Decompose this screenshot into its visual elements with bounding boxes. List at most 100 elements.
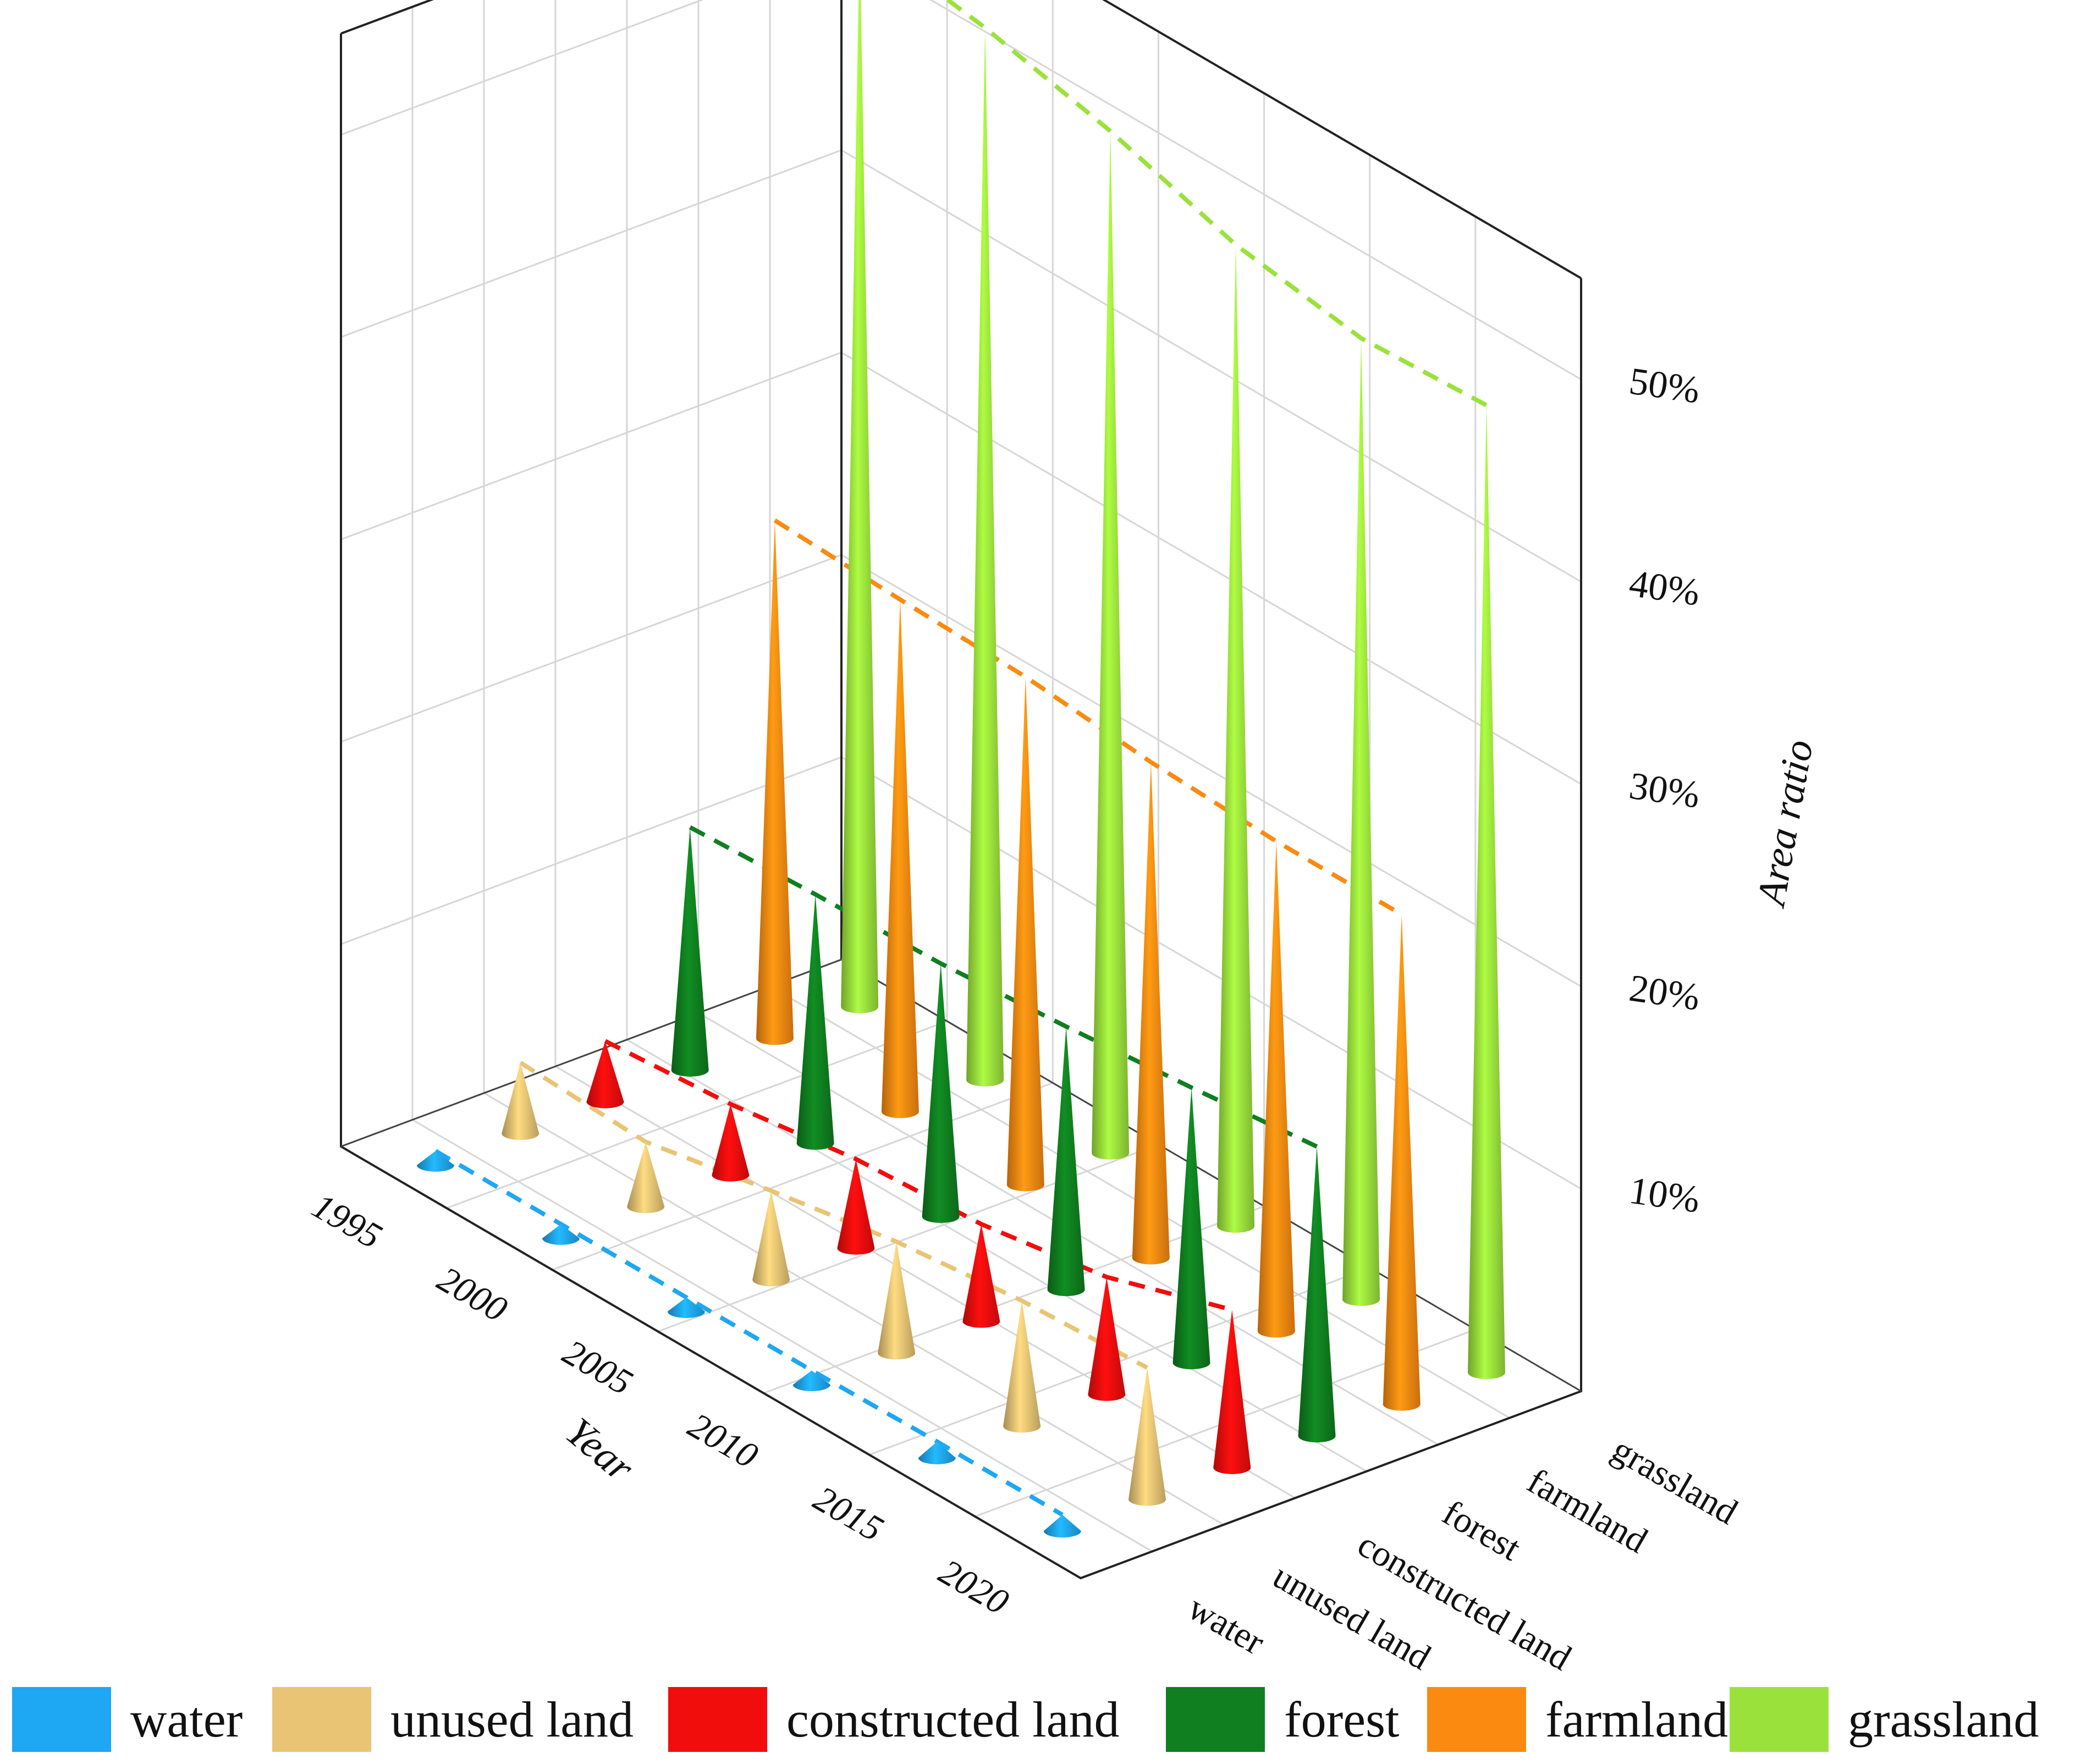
cone-unused-land-2020 bbox=[1128, 1368, 1166, 1506]
legend-item-forest: forest bbox=[1166, 1687, 1400, 1752]
cone-body bbox=[922, 963, 960, 1223]
cone-farmland-2005 bbox=[1006, 676, 1044, 1192]
cone-unused-land-1995 bbox=[502, 1062, 539, 1140]
cone-body bbox=[1088, 1277, 1126, 1401]
legend-item-constructed-land: constructed land bbox=[668, 1687, 1119, 1752]
axis-frame bbox=[340, 0, 1582, 279]
cone-forest-2000 bbox=[796, 894, 834, 1150]
cone-farmland-2000 bbox=[881, 599, 919, 1118]
cone-unused-land-2010 bbox=[878, 1242, 916, 1360]
cone-body bbox=[878, 1242, 916, 1360]
cone-farmland-2020 bbox=[1383, 914, 1421, 1411]
cone-unused-land-2015 bbox=[1003, 1300, 1041, 1433]
cone-body bbox=[918, 1441, 956, 1465]
cone-constructed-land-2010 bbox=[962, 1224, 1000, 1328]
cone-grassland-1995 bbox=[841, 0, 879, 1013]
cone-body bbox=[966, 27, 1004, 1087]
cone-body bbox=[752, 1190, 790, 1287]
cone-unused-land-2000 bbox=[627, 1142, 665, 1214]
cone-water-2020 bbox=[1043, 1514, 1081, 1538]
legend-label: unused land bbox=[390, 1691, 634, 1748]
cone-constructed-land-2015 bbox=[1088, 1277, 1126, 1401]
trend-lines bbox=[434, 0, 1488, 1517]
cone-body bbox=[1213, 1309, 1251, 1474]
cone-body bbox=[1257, 841, 1295, 1338]
cone-body bbox=[1092, 131, 1130, 1160]
legend-label: grassland bbox=[1848, 1691, 2039, 1748]
cone-body bbox=[881, 599, 919, 1118]
cone-body bbox=[712, 1104, 750, 1182]
cone-water-2010 bbox=[792, 1370, 830, 1391]
cone-body bbox=[667, 1297, 705, 1318]
cone-grassland-2015 bbox=[1342, 338, 1380, 1306]
cone-body bbox=[1003, 1300, 1041, 1433]
z-tick-label: 40% bbox=[1627, 563, 1703, 614]
legend-swatch bbox=[1166, 1687, 1265, 1752]
cone-unused-land-2005 bbox=[752, 1190, 790, 1287]
legend-swatch bbox=[272, 1687, 371, 1752]
cone-body bbox=[841, 0, 879, 1013]
legend-item-farmland: farmland bbox=[1427, 1687, 1728, 1752]
z-tick-label: 30% bbox=[1627, 765, 1703, 817]
cone-marks bbox=[416, 0, 1506, 1538]
cone-farmland-2010 bbox=[1132, 762, 1170, 1265]
cone-body bbox=[1217, 245, 1255, 1233]
floor-gridline bbox=[555, 1065, 1296, 1499]
legend-item-unused-land: unused land bbox=[272, 1687, 634, 1752]
cone-body bbox=[1468, 405, 1506, 1379]
floor-gridline bbox=[446, 1020, 948, 1209]
cone-body bbox=[756, 520, 794, 1045]
legend: water unused land constructed land forest fa… bbox=[12, 1687, 2039, 1752]
cone-body bbox=[1172, 1087, 1210, 1370]
cone-body bbox=[1342, 338, 1380, 1306]
cone-water-2015 bbox=[918, 1441, 956, 1465]
floor-gridline bbox=[412, 1119, 1153, 1552]
cone-water-2000 bbox=[542, 1224, 580, 1245]
legend-swatch bbox=[12, 1687, 111, 1752]
legend-item-water: water bbox=[12, 1687, 243, 1752]
cone-body bbox=[837, 1159, 875, 1255]
cone-body bbox=[586, 1041, 624, 1109]
legend-label: water bbox=[130, 1691, 243, 1748]
z-tick-label: 20% bbox=[1627, 967, 1703, 1019]
cone-grassland-2000 bbox=[966, 27, 1004, 1087]
category-tick-label: forest bbox=[1436, 1492, 1528, 1568]
axes-frame bbox=[340, 0, 1582, 1580]
cone-constructed-land-2020 bbox=[1213, 1309, 1251, 1474]
x-axis-title: Year bbox=[557, 1409, 643, 1491]
trend-line-grassland bbox=[944, 0, 1488, 407]
trend-line-constructed-land bbox=[604, 1039, 1233, 1312]
cone-water-1995 bbox=[416, 1151, 454, 1172]
cone-body bbox=[1128, 1368, 1166, 1506]
trend-line-water bbox=[434, 1149, 1064, 1517]
left-wall bbox=[341, 0, 841, 1146]
cone-water-2005 bbox=[667, 1297, 705, 1318]
year-tick-label: 2015 bbox=[807, 1478, 890, 1549]
cone-body bbox=[502, 1062, 539, 1140]
floor-gridline bbox=[626, 1039, 1367, 1473]
year-tick-label: 1995 bbox=[305, 1186, 388, 1256]
cone-forest-2005 bbox=[922, 963, 960, 1223]
cone-constructed-land-1995 bbox=[586, 1041, 624, 1109]
trend-line-farmland bbox=[773, 519, 1403, 917]
cone-body bbox=[1043, 1514, 1081, 1538]
legend-swatch bbox=[668, 1687, 767, 1752]
cone-body bbox=[962, 1224, 1000, 1328]
z-tick-label: 10% bbox=[1627, 1170, 1703, 1221]
cone-constructed-land-2000 bbox=[712, 1104, 750, 1182]
chart-walls bbox=[341, 0, 1581, 1578]
category-tick-label: water bbox=[1181, 1587, 1271, 1663]
cone-grassland-2020 bbox=[1468, 405, 1506, 1379]
cone-body bbox=[792, 1370, 830, 1391]
cone-forest-2015 bbox=[1172, 1087, 1210, 1370]
cone-forest-2020 bbox=[1298, 1146, 1336, 1443]
floor bbox=[341, 960, 1581, 1578]
axis-frame bbox=[340, 34, 1582, 1580]
axis-frame bbox=[340, 958, 1582, 1392]
year-tick-label: 2000 bbox=[431, 1259, 514, 1330]
z-axis-title: Area ratio bbox=[1748, 736, 1822, 911]
cone-grassland-2005 bbox=[1092, 131, 1130, 1160]
cone-constructed-land-2005 bbox=[837, 1159, 875, 1255]
floor-gridline bbox=[483, 1092, 1224, 1526]
